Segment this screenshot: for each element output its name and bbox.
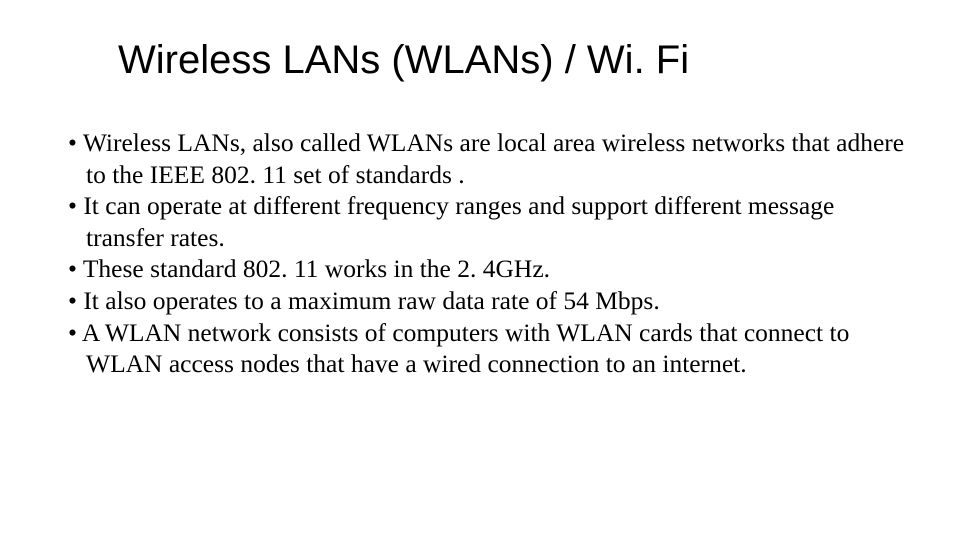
slide: Wireless LANs (WLANs) / Wi. Fi Wireless …: [0, 0, 960, 540]
list-item: It also operates to a maximum raw data r…: [68, 285, 910, 317]
list-item: It can operate at different frequency ra…: [68, 190, 910, 253]
list-item: These standard 802. 11 works in the 2. 4…: [68, 253, 910, 285]
list-item: A WLAN network consists of computers wit…: [68, 317, 910, 380]
page-title: Wireless LANs (WLANs) / Wi. Fi: [118, 38, 910, 83]
bullet-list: Wireless LANs, also called WLANs are loc…: [50, 127, 910, 380]
list-item: Wireless LANs, also called WLANs are loc…: [68, 127, 910, 190]
